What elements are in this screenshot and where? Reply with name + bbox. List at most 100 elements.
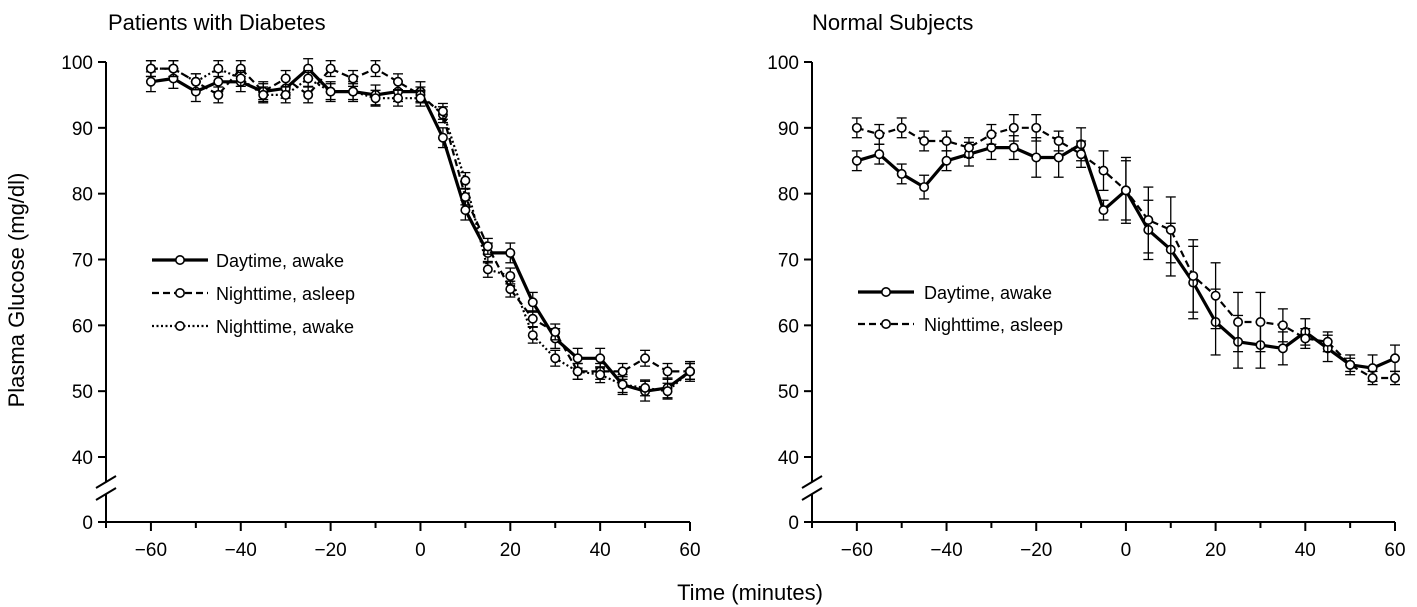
data-point	[303, 73, 314, 84]
data-point	[1255, 317, 1266, 328]
data-point	[1322, 336, 1333, 347]
legend-marker	[175, 255, 186, 266]
data-point	[640, 382, 651, 393]
legend-label: Daytime, awake	[924, 283, 1052, 303]
data-point	[986, 129, 997, 140]
data-point	[213, 63, 224, 74]
data-point	[662, 366, 673, 377]
data-point	[370, 63, 381, 74]
data-point	[1076, 149, 1087, 160]
data-point	[919, 136, 930, 147]
data-point	[392, 76, 403, 87]
y-tick-label: 100	[61, 53, 93, 74]
x-tick-label: −40	[930, 540, 962, 561]
data-point	[1031, 122, 1042, 133]
data-point	[460, 175, 471, 186]
data-point	[1053, 152, 1064, 163]
data-point	[1143, 215, 1154, 226]
axis-break-mark	[801, 487, 823, 501]
data-point	[640, 353, 651, 364]
panel-title: Patients with Diabetes	[108, 10, 326, 35]
data-point	[1300, 333, 1311, 344]
panel-normal: Normal Subjects 0 40 50 60 70 80 90 100 −60 −40 −20…	[767, 10, 1405, 561]
axis-break-mark	[95, 487, 117, 501]
data-point	[1120, 185, 1131, 196]
y-tick-label: 90	[72, 119, 93, 140]
data-point	[280, 89, 291, 100]
x-tick-label: −20	[314, 540, 346, 561]
y-tick-label: 0	[82, 513, 93, 534]
x-tick-label: −40	[225, 540, 257, 561]
data-point	[1053, 136, 1064, 147]
data-point	[617, 366, 628, 377]
data-point	[1098, 205, 1109, 216]
series-solid	[145, 58, 695, 402]
y-tick-label: 80	[72, 185, 93, 206]
data-point	[190, 76, 201, 87]
y-tick-label: 60	[72, 316, 93, 337]
data-point	[896, 168, 907, 179]
data-point	[851, 155, 862, 166]
data-point	[1390, 353, 1401, 364]
x-tick-label: 0	[415, 540, 426, 561]
x-tick-label: −20	[1020, 540, 1052, 561]
data-point	[1233, 317, 1244, 328]
x-tick-label: 60	[679, 540, 700, 561]
legend-marker	[880, 286, 891, 297]
data-point	[1008, 142, 1019, 153]
data-point	[325, 86, 336, 97]
y-tick-label: 70	[778, 251, 799, 272]
data-point	[145, 76, 156, 87]
data-point	[595, 353, 606, 364]
data-point	[505, 270, 516, 281]
data-point	[168, 63, 179, 74]
data-point	[145, 63, 156, 74]
data-point	[1367, 372, 1378, 383]
data-point	[258, 89, 269, 100]
x-tick-label: 60	[1384, 540, 1405, 561]
data-point	[1210, 290, 1221, 301]
legend-label: Nighttime, awake	[216, 317, 354, 337]
data-point	[370, 93, 381, 104]
data-point	[392, 93, 403, 104]
data-point	[527, 330, 538, 341]
data-point	[1008, 122, 1019, 133]
data-point	[941, 136, 952, 147]
y-tick-label: 40	[778, 448, 799, 469]
x-tick-label: 40	[590, 540, 611, 561]
y-tick-label: 90	[778, 119, 799, 140]
data-point	[1277, 343, 1288, 354]
data-point	[280, 73, 291, 84]
series-dotted	[145, 60, 695, 400]
data-point	[1098, 165, 1109, 176]
data-point	[348, 73, 359, 84]
x-tick-label: 20	[1205, 540, 1226, 561]
data-point	[1390, 372, 1401, 383]
legend-label: Nighttime, asleep	[216, 284, 355, 304]
y-tick-label: 60	[778, 316, 799, 337]
series-line	[150, 66, 691, 393]
legend-marker	[880, 318, 891, 329]
axis-break-mark	[95, 475, 117, 489]
data-point	[874, 129, 885, 140]
data-point	[235, 73, 246, 84]
x-tick-label: 20	[500, 540, 521, 561]
data-point	[460, 205, 471, 216]
data-point	[482, 264, 493, 275]
data-point	[684, 366, 695, 377]
panel-diabetes: Patients with Diabetes 0 40 50 60 70 80 90 100 −6…	[61, 10, 700, 561]
legend-marker	[175, 287, 186, 298]
x-axis-label: Time (minutes)	[677, 580, 823, 605]
legend-marker	[175, 320, 186, 331]
data-point	[572, 366, 583, 377]
x-tick-label: 40	[1295, 540, 1316, 561]
data-point	[348, 86, 359, 97]
y-tick-label: 100	[767, 53, 799, 74]
x-tick-label: −60	[841, 540, 873, 561]
data-point	[213, 76, 224, 87]
data-point	[325, 63, 336, 74]
y-tick-label: 80	[778, 185, 799, 206]
y-axis-label: Plasma Glucose (mg/dl)	[4, 173, 29, 408]
data-point	[1277, 320, 1288, 331]
series-line	[150, 67, 691, 393]
